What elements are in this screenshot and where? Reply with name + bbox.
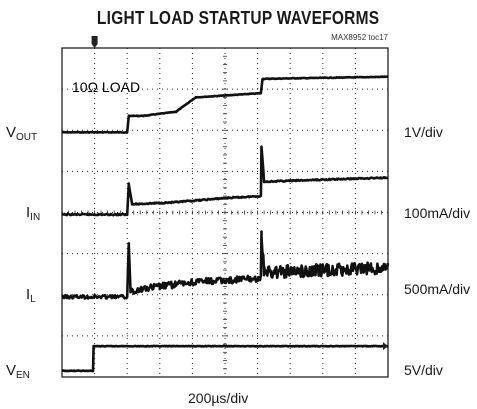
time-scale: 200µs/div	[188, 390, 249, 406]
trace-il	[61, 230, 390, 300]
channel-scale-ven: 5V/div	[404, 362, 443, 378]
figure-tag: MAX8952 toc17	[331, 33, 388, 42]
channel-label-vout: VOUT	[6, 124, 38, 143]
channel-label-iin: IIN	[26, 204, 41, 223]
channel-label-il: IL	[26, 286, 36, 305]
trigger-marker-icon	[91, 36, 98, 48]
trace-vout	[61, 75, 389, 134]
scope-traces	[61, 75, 390, 373]
load-annotation: 10Ω LOAD	[72, 79, 140, 95]
channel-label-ven: VEN	[6, 362, 30, 381]
scope-markers	[91, 36, 388, 351]
trace-iin	[61, 145, 389, 217]
chart-title: LIGHT LOAD STARTUP WAVEFORMS	[96, 8, 380, 28]
level-marker-icon	[383, 342, 388, 351]
channel-scale-vout: 1V/div	[404, 124, 443, 140]
channel-scale-iin: 100mA/div	[404, 205, 471, 221]
trace-ven	[61, 344, 389, 373]
channel-scale-il: 500mA/div	[404, 281, 471, 297]
scope-grid	[61, 47, 389, 378]
